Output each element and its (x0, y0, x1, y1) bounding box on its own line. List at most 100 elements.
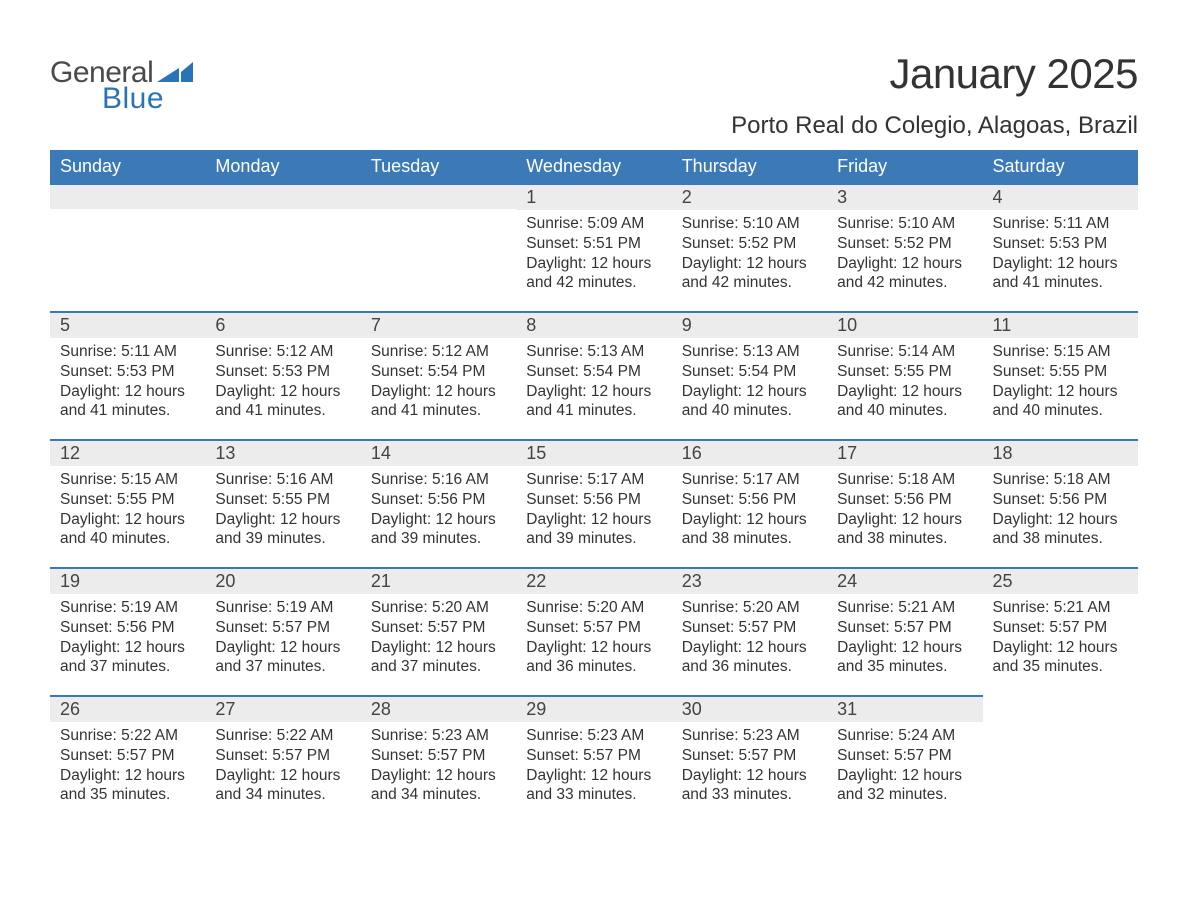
sunset-text: Sunset: 5:57 PM (60, 746, 197, 766)
weekday-header-row: Sunday Monday Tuesday Wednesday Thursday… (50, 150, 1138, 183)
daylight-text-2: and 41 minutes. (215, 401, 352, 421)
calendar-cell: 20Sunrise: 5:19 AMSunset: 5:57 PMDayligh… (205, 567, 360, 695)
day-number: 25 (983, 567, 1138, 594)
daylight-text-1: Daylight: 12 hours (993, 254, 1130, 274)
calendar-cell: 31Sunrise: 5:24 AMSunset: 5:57 PMDayligh… (827, 695, 982, 823)
day-details: Sunrise: 5:18 AMSunset: 5:56 PMDaylight:… (983, 466, 1138, 553)
day-details: Sunrise: 5:19 AMSunset: 5:57 PMDaylight:… (205, 594, 360, 681)
daylight-text-2: and 42 minutes. (837, 273, 974, 293)
sunset-text: Sunset: 5:54 PM (371, 362, 508, 382)
calendar-cell: 23Sunrise: 5:20 AMSunset: 5:57 PMDayligh… (672, 567, 827, 695)
day-details: Sunrise: 5:16 AMSunset: 5:56 PMDaylight:… (361, 466, 516, 553)
day-details: Sunrise: 5:10 AMSunset: 5:52 PMDaylight:… (827, 210, 982, 297)
sunset-text: Sunset: 5:56 PM (993, 490, 1130, 510)
daylight-text-2: and 41 minutes. (526, 401, 663, 421)
calendar-cell: 19Sunrise: 5:19 AMSunset: 5:56 PMDayligh… (50, 567, 205, 695)
daylight-text-2: and 38 minutes. (837, 529, 974, 549)
daylight-text-1: Daylight: 12 hours (371, 766, 508, 786)
day-details: Sunrise: 5:23 AMSunset: 5:57 PMDaylight:… (672, 722, 827, 809)
sunset-text: Sunset: 5:56 PM (526, 490, 663, 510)
daylight-text-1: Daylight: 12 hours (682, 766, 819, 786)
sunrise-text: Sunrise: 5:12 AM (371, 342, 508, 362)
daylight-text-1: Daylight: 12 hours (993, 510, 1130, 530)
day-number: 24 (827, 567, 982, 594)
daylight-text-1: Daylight: 12 hours (526, 510, 663, 530)
calendar-week-row: 5Sunrise: 5:11 AMSunset: 5:53 PMDaylight… (50, 311, 1138, 439)
day-details: Sunrise: 5:13 AMSunset: 5:54 PMDaylight:… (516, 338, 671, 425)
day-number: 18 (983, 439, 1138, 466)
daylight-text-1: Daylight: 12 hours (526, 638, 663, 658)
daylight-text-1: Daylight: 12 hours (682, 382, 819, 402)
daylight-text-2: and 37 minutes. (215, 657, 352, 677)
daylight-text-2: and 39 minutes. (526, 529, 663, 549)
day-number: 28 (361, 695, 516, 722)
sunset-text: Sunset: 5:52 PM (837, 234, 974, 254)
sunset-text: Sunset: 5:54 PM (526, 362, 663, 382)
calendar-cell: 25Sunrise: 5:21 AMSunset: 5:57 PMDayligh… (983, 567, 1138, 695)
daylight-text-2: and 37 minutes. (371, 657, 508, 677)
sunset-text: Sunset: 5:51 PM (526, 234, 663, 254)
day-details: Sunrise: 5:22 AMSunset: 5:57 PMDaylight:… (50, 722, 205, 809)
sunrise-text: Sunrise: 5:20 AM (526, 598, 663, 618)
sunrise-text: Sunrise: 5:15 AM (60, 470, 197, 490)
day-number: 5 (50, 311, 205, 338)
day-number: 31 (827, 695, 982, 722)
calendar-cell: 9Sunrise: 5:13 AMSunset: 5:54 PMDaylight… (672, 311, 827, 439)
calendar-cell (361, 183, 516, 311)
calendar-cell: 15Sunrise: 5:17 AMSunset: 5:56 PMDayligh… (516, 439, 671, 567)
sunset-text: Sunset: 5:57 PM (371, 746, 508, 766)
daylight-text-2: and 35 minutes. (837, 657, 974, 677)
empty-day-bar (50, 183, 205, 209)
calendar-week-row: 19 Sunrise: 5:19 AMSunset: 5:56 PM Dayligh… (50, 567, 1138, 695)
day-details: Sunrise: 5:23 AMSunset: 5:57 PMDaylight:… (516, 722, 671, 809)
day-number: 19 (50, 567, 205, 594)
day-details: Sunrise: 5:17 AMSunset: 5:56 PMDaylight:… (516, 466, 671, 553)
daylight-text-2: and 38 minutes. (993, 529, 1130, 549)
day-number: 20 (205, 567, 360, 594)
daylight-text-1: Daylight: 12 hours (837, 382, 974, 402)
daylight-text-2: and 32 minutes. (837, 785, 974, 805)
daylight-text-2: and 41 minutes. (60, 401, 197, 421)
calendar-cell: 18Sunrise: 5:18 AMSunset: 5:56 PMDayligh… (983, 439, 1138, 567)
sunset-text: Sunset: 5:57 PM (371, 618, 508, 638)
flag-icon (157, 62, 193, 82)
calendar-cell: 17Sunrise: 5:18 AMSunset: 5:56 PMDayligh… (827, 439, 982, 567)
daylight-text-2: and 40 minutes. (993, 401, 1130, 421)
daylight-text-1: Daylight: 12 hours (837, 510, 974, 530)
sunset-text: Sunset: 5:57 PM (682, 746, 819, 766)
daylight-text-1: Daylight: 12 hours (371, 382, 508, 402)
sunset-text: Sunset: 5:53 PM (993, 234, 1130, 254)
sunrise-text: Sunrise: 5:18 AM (993, 470, 1130, 490)
weekday-header: Thursday (672, 150, 827, 183)
logo: General Blue (50, 50, 193, 116)
sunrise-text: Sunrise: 5:22 AM (60, 726, 197, 746)
daylight-text-1: Daylight: 12 hours (371, 510, 508, 530)
day-number: 2 (672, 183, 827, 210)
daylight-text-1: Daylight: 12 hours (215, 638, 352, 658)
sunset-text: Sunset: 5:55 PM (993, 362, 1130, 382)
day-details: Sunrise: 5:12 AMSunset: 5:53 PMDaylight:… (205, 338, 360, 425)
calendar-page: General Blue January 2025 Porto Real do … (0, 0, 1188, 918)
calendar-cell: 22Sunrise: 5:20 AMSunset: 5:57 PMDayligh… (516, 567, 671, 695)
sunset-text: Sunset: 5:57 PM (682, 618, 819, 638)
sunset-text: Sunset: 5:57 PM (215, 746, 352, 766)
daylight-text-1: Daylight: 12 hours (526, 766, 663, 786)
daylight-text-2: and 39 minutes. (371, 529, 508, 549)
day-number: 29 (516, 695, 671, 722)
sunset-text: Sunset: 5:56 PM (60, 618, 197, 638)
daylight-text-2: and 42 minutes. (526, 273, 663, 293)
sunrise-text: Sunrise: 5:13 AM (682, 342, 819, 362)
calendar-cell: 12Sunrise: 5:15 AMSunset: 5:55 PMDayligh… (50, 439, 205, 567)
weekday-header: Tuesday (361, 150, 516, 183)
sunrise-text: Sunrise: 5:19 AM (60, 598, 197, 618)
sunrise-text: Sunrise: 5:10 AM (837, 214, 974, 234)
sunset-text: Sunset: 5:57 PM (837, 746, 974, 766)
daylight-text-2: and 39 minutes. (215, 529, 352, 549)
sunrise-text: Sunrise: 5:18 AM (837, 470, 974, 490)
daylight-text-1: Daylight: 12 hours (215, 510, 352, 530)
sunrise-text: Sunrise: 5:10 AM (682, 214, 819, 234)
sunrise-text: Sunrise: 5:14 AM (837, 342, 974, 362)
calendar-cell (983, 695, 1138, 823)
calendar-table: Sunday Monday Tuesday Wednesday Thursday… (50, 150, 1138, 823)
day-number: 22 (516, 567, 671, 594)
